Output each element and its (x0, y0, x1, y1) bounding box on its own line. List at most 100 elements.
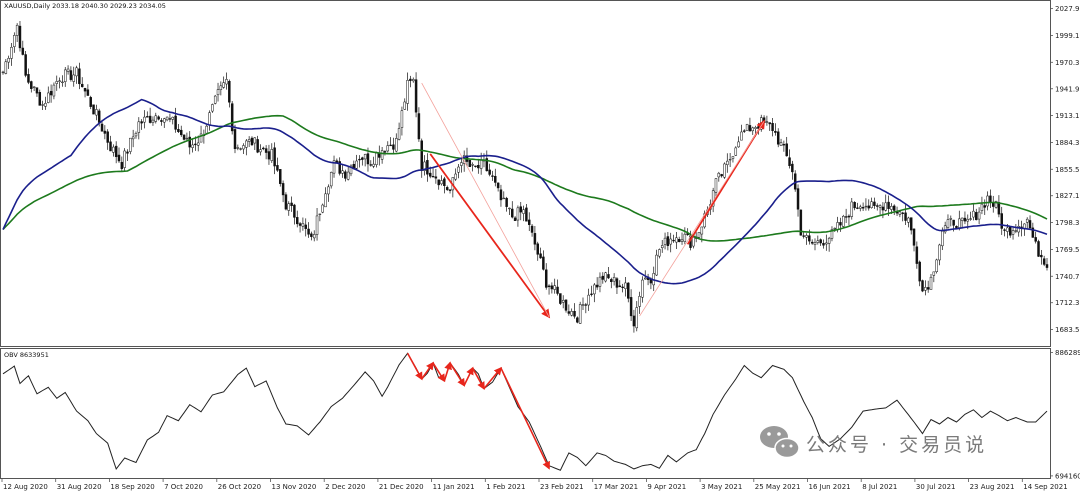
candle-body (129, 137, 132, 152)
candle-body (414, 79, 418, 113)
candle-body (859, 206, 862, 209)
obv-arrow (443, 361, 452, 382)
candle-body (751, 127, 754, 132)
candle-body (598, 276, 602, 287)
candle-body (878, 205, 882, 208)
candle-body (810, 241, 814, 244)
candle-body (131, 136, 135, 140)
candle-body (567, 311, 571, 314)
candle-body (1008, 226, 1012, 236)
candle-body (850, 201, 854, 217)
axes: 2027.90 1999.10 1970.30 1941.90 1913.15 1884.… (1, 5, 1080, 491)
candle-body (635, 307, 638, 329)
obv-arrow (421, 361, 434, 380)
obv-arrow (449, 362, 466, 387)
candle-body (822, 242, 825, 246)
price-axis-label: 1798.30 (1055, 219, 1080, 227)
obv-arrow (432, 362, 446, 383)
candle-body (471, 164, 474, 166)
candle-body (106, 131, 109, 143)
candle-body (443, 178, 446, 186)
trend-guide-line (421, 82, 550, 318)
candle-body (737, 141, 740, 148)
price-plot-area (1, 20, 1049, 333)
candle-body (1014, 230, 1018, 232)
candle-body (341, 170, 344, 174)
candle-body (208, 112, 211, 126)
price-axis-label: 1884.30 (1055, 139, 1080, 147)
candle-body (383, 151, 387, 153)
candle-body (363, 154, 367, 160)
candle-body (836, 222, 839, 230)
candle-body (632, 315, 636, 327)
date-axis-label: 21 Dec 2020 (379, 483, 424, 491)
candle-body (802, 235, 805, 237)
candle-body (980, 203, 984, 211)
trend-arrow (429, 153, 551, 319)
candle-body (612, 277, 616, 282)
obv-arrow (471, 367, 485, 391)
obv-line (2, 352, 1048, 471)
candle-body (126, 151, 129, 154)
candle-body (233, 129, 237, 149)
candle-body (918, 261, 921, 282)
candle-body (791, 163, 794, 173)
candle-body (270, 149, 274, 161)
date-axis-label: 9 Apr 2021 (647, 483, 686, 491)
price-axis-label: 1712.30 (1055, 299, 1080, 307)
candle-body (440, 180, 443, 185)
candle-body (827, 237, 831, 244)
candle-body (64, 69, 67, 82)
candle-body (4, 61, 8, 74)
candle-body (496, 182, 500, 189)
candle-body (177, 129, 180, 132)
candle-body (660, 245, 664, 248)
candle-body (307, 228, 310, 235)
candle-body (395, 138, 398, 152)
watermark: 公众号 · 交易员说 (760, 426, 984, 459)
candle-body (366, 153, 370, 165)
candle-body (547, 285, 551, 288)
candle-body (267, 151, 271, 160)
candle-body (861, 207, 865, 209)
candle-body (808, 235, 811, 242)
candle-body (279, 169, 282, 184)
candle-body (720, 174, 723, 177)
candle-body (213, 95, 217, 104)
candle-body (194, 143, 197, 146)
candle-body (799, 209, 803, 236)
candle-body (236, 147, 240, 149)
wechat-icon (760, 426, 800, 459)
candle-body (864, 205, 868, 208)
indicator-panel-frame (0, 348, 1051, 479)
candle-body (7, 58, 10, 63)
candle-body (253, 137, 257, 144)
candle-body (556, 286, 559, 294)
candle-body (10, 47, 13, 59)
candle-body (338, 161, 341, 174)
candle-body (963, 217, 967, 222)
candle-body (349, 165, 353, 175)
candle-body (887, 201, 890, 209)
candle-body (355, 160, 358, 169)
candle-body (211, 104, 214, 112)
candle-body (380, 150, 384, 160)
obv-arrow (406, 352, 423, 381)
candle-body (219, 85, 223, 90)
candle-body (112, 146, 115, 153)
candle-body (301, 223, 305, 227)
candle-body (329, 172, 333, 187)
date-axis-label: 2 Dec 2020 (325, 483, 365, 491)
candle-body (958, 218, 961, 228)
candle-body (256, 139, 259, 153)
candle-body (188, 136, 191, 148)
candle-body (847, 215, 851, 218)
candle-body (174, 115, 177, 130)
candle-body (72, 74, 75, 82)
candle-body (78, 68, 81, 85)
candle-body (813, 242, 817, 245)
candle-body (491, 175, 494, 177)
candle-body (839, 222, 842, 226)
candle-body (321, 204, 324, 213)
candle-body (290, 202, 293, 207)
